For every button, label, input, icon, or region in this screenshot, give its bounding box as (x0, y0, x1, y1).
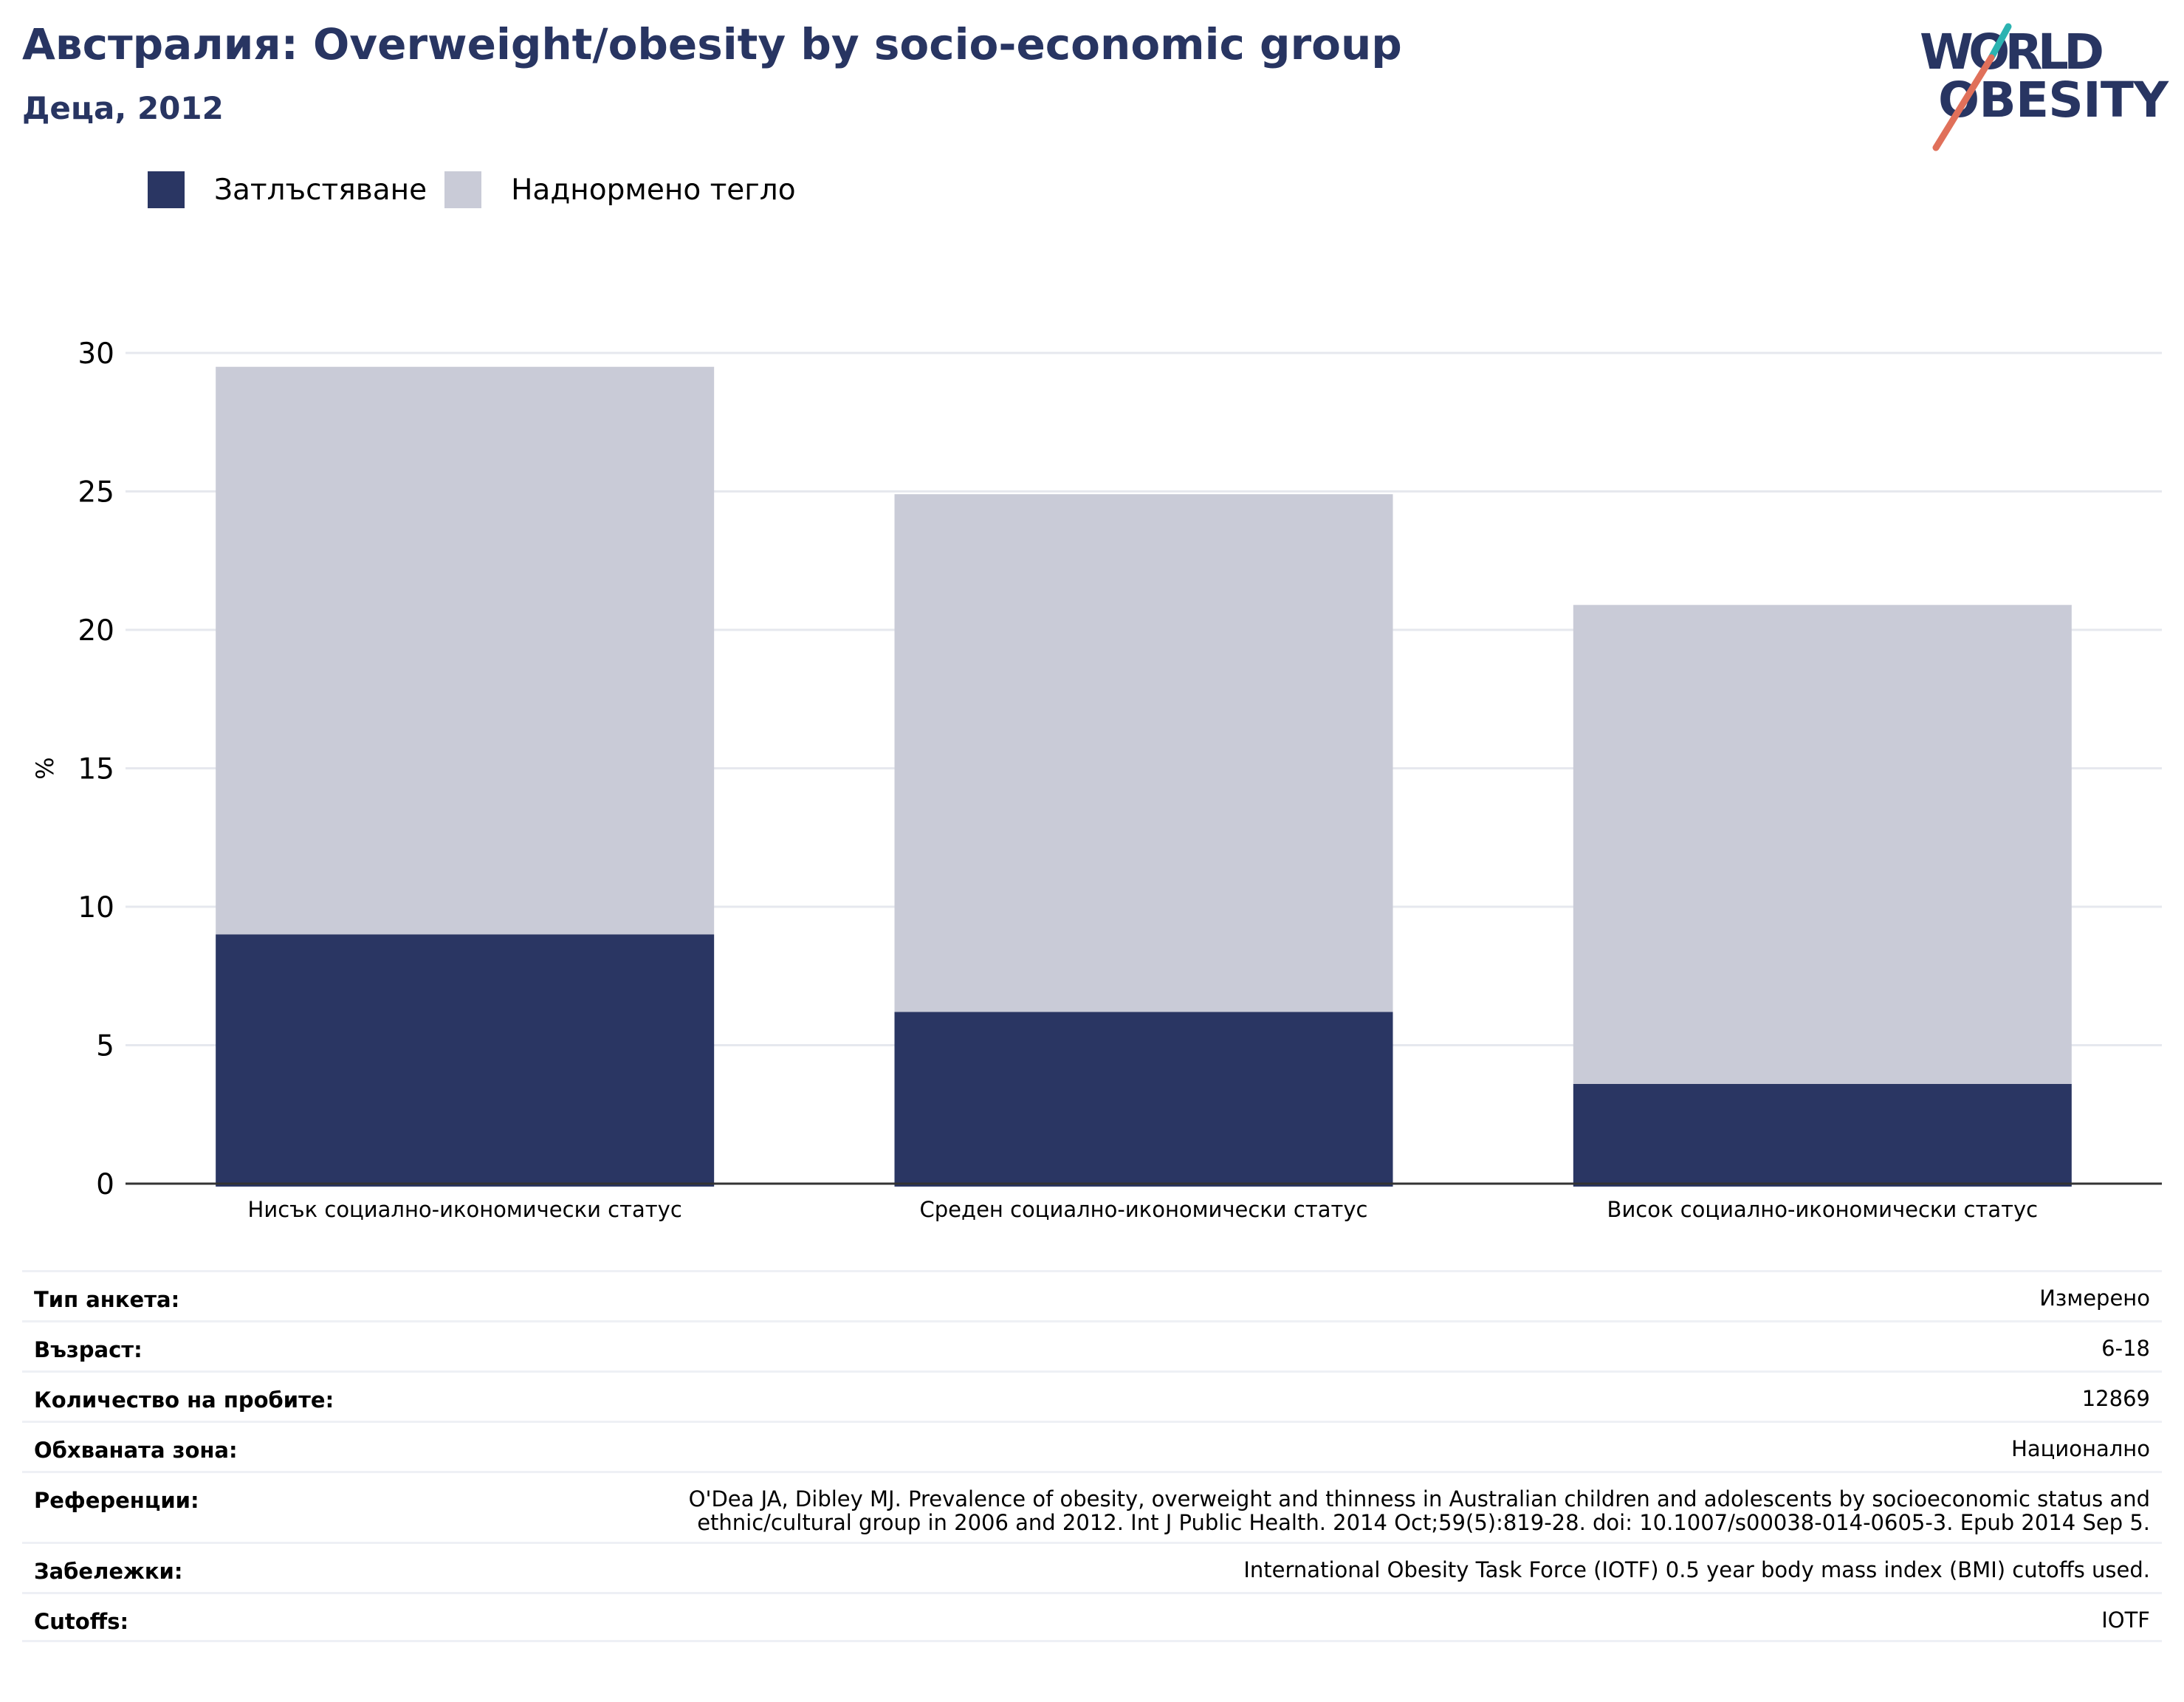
legend-label-overweight: Наднормено тегло (511, 173, 796, 207)
metadata-value: International Obesity Task Force (IOTF) … (1243, 1557, 2150, 1582)
metadata-value: Национално (2011, 1436, 2150, 1461)
metadata-label: Тип анкета: (34, 1287, 180, 1312)
metadata-row: Cutoffs: IOTF (22, 1592, 2162, 1642)
metadata-label: Обхваната зона: (34, 1438, 238, 1463)
bar-overweight (894, 494, 1393, 1012)
metadata-value: Измерено (2039, 1286, 2150, 1311)
metadata-row: Референции: O'Dea JA, Dibley MJ. Prevalen… (22, 1471, 2162, 1542)
bar-obesity (216, 934, 715, 1187)
legend-item-overweight: Наднормено тегло (444, 171, 796, 208)
metadata-value: IOTF (2101, 1607, 2150, 1633)
metadata-row: Тип анкета: Измерено (22, 1270, 2162, 1320)
metadata-value: 6-18 (2101, 1336, 2150, 1361)
metadata-table: Тип анкета: Измерено Възраст: 6-18 Количеств… (22, 1270, 2162, 1642)
y-tick-label: 15 (78, 753, 114, 786)
logo-slash-teal (1988, 23, 2012, 61)
x-tick-label: Нисък социално-икономически статус (248, 1197, 682, 1222)
x-tick-label: Висок социално-икономически статус (1607, 1197, 2039, 1222)
metadata-label: Cutoffs: (34, 1609, 129, 1634)
bar-overweight (216, 366, 715, 935)
chart-subtitle: Деца, 2012 (22, 90, 224, 126)
y-tick-label: 0 (96, 1168, 114, 1201)
logo-word-world: WORLD (1920, 24, 2104, 80)
metadata-row: Количество на пробите: 12869 (22, 1370, 2162, 1421)
logo-slash-coral (1932, 54, 1995, 151)
y-tick-label: 20 (78, 614, 114, 648)
y-tick-label: 30 (78, 337, 114, 371)
legend-label-obesity: Затлъстяване (214, 173, 427, 207)
bar-obesity (1573, 1084, 2072, 1187)
y-tick-label: 5 (96, 1030, 114, 1063)
metadata-row: Забележки: International Obesity Task For… (22, 1542, 2162, 1592)
stacked-bar-chart: 0 5 10 15 20 25 30% Нисък социално-икономически… (31, 337, 2162, 1222)
chart-title: Австралия: Overweight/obesity by socio-e… (22, 19, 1402, 69)
y-tick-label: 10 (78, 891, 114, 924)
y-tick-label: 25 (78, 476, 114, 509)
metadata-label: Референции: (34, 1488, 199, 1513)
y-axis-label: % (31, 757, 59, 779)
metadata-row: Възраст: 6-18 (22, 1320, 2162, 1370)
metadata-row: Обхваната зона: Национално (22, 1421, 2162, 1471)
metadata-label: Количество на пробите: (34, 1387, 334, 1413)
legend-item-obesity: Затлъстяване (148, 171, 427, 208)
metadata-value: 12869 (2081, 1386, 2150, 1411)
metadata-value: O'Dea JA, Dibley MJ. Prevalence of obesi… (688, 1486, 2150, 1535)
metadata-label: Възраст: (34, 1337, 142, 1362)
legend-swatch-obesity (148, 171, 185, 208)
bar-overweight (1573, 605, 2072, 1084)
x-tick-label: Среден социално-икономически статус (920, 1197, 1368, 1222)
bar-obesity (894, 1012, 1393, 1187)
world-obesity-logo: WORLD OBESITY (1920, 23, 2169, 151)
metadata-label: Забележки: (34, 1559, 183, 1584)
legend-swatch-overweight (444, 171, 482, 208)
legend: Затлъстяване Наднормено тегло (148, 171, 814, 208)
